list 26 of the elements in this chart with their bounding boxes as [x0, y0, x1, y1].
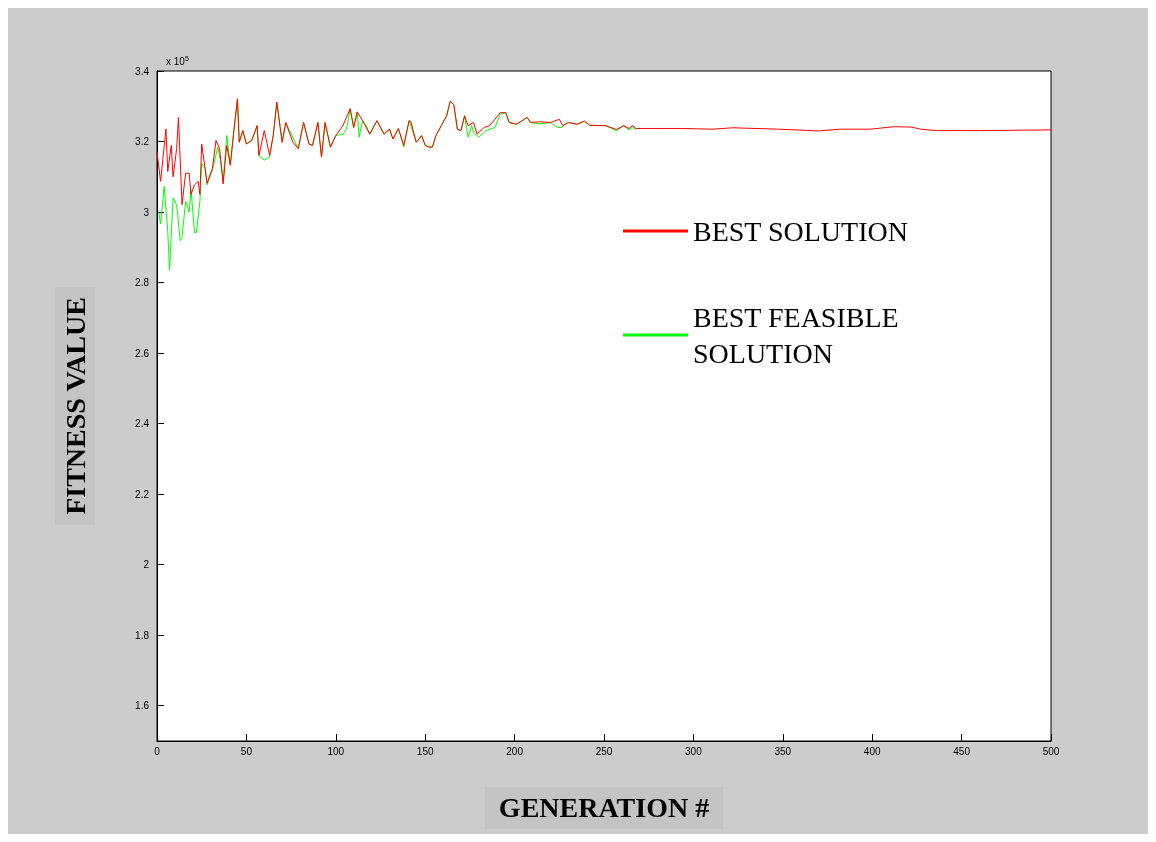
x-tick-label: 350: [774, 745, 792, 757]
y-tick-label: 3.2: [135, 136, 150, 148]
x-tick-label: 400: [863, 745, 881, 757]
x-tick-label: 0: [154, 745, 161, 757]
legend-label: BEST FEASIBLE SOLUTION: [693, 301, 906, 369]
y-tick-label: 3.4: [135, 65, 150, 77]
line-series: [156, 98, 1052, 206]
y-tick-label: 2.2: [135, 488, 150, 500]
x-tick-label: 500: [1042, 745, 1060, 757]
y-tick-label: 2.6: [135, 347, 150, 359]
x-tick-label: 100: [327, 745, 345, 757]
y-tick-label: 2.4: [135, 418, 150, 430]
y-tick-label: 2: [143, 559, 150, 571]
y-tick-label: 1.8: [135, 629, 150, 641]
x-axis-title: GENERATION #: [498, 791, 710, 823]
x-tick-label: 150: [416, 745, 434, 757]
legend-label: BEST SOLUTION: [693, 215, 908, 247]
y-tick-label: 1.6: [135, 700, 150, 712]
x-tick-label: 200: [506, 745, 524, 757]
y-tick-label: 3: [143, 206, 150, 218]
x-tick-label: 250: [595, 745, 613, 757]
x-tick-label: 50: [240, 745, 253, 757]
x-tick-label: 450: [953, 745, 971, 757]
x-tick-label: 300: [685, 745, 703, 757]
y-tick-label: 2.8: [135, 277, 150, 289]
y-axis-title: FITNESS VALUE: [59, 297, 91, 515]
